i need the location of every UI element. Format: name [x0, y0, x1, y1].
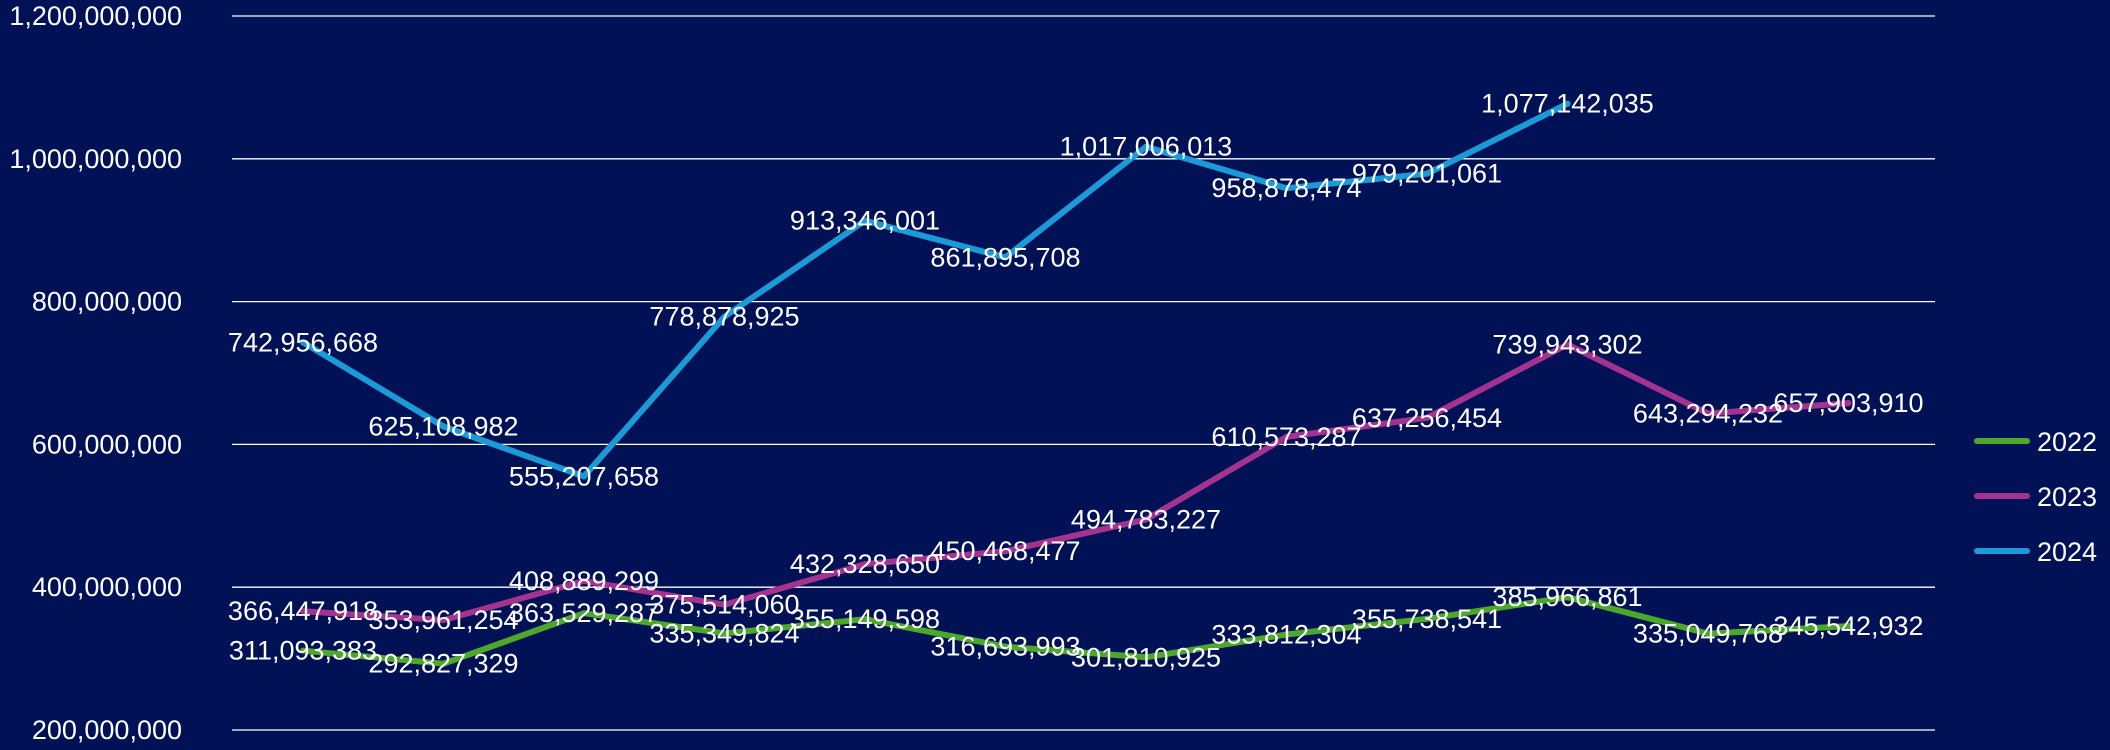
data-point-2024 — [581, 473, 587, 480]
data-point-2023 — [1705, 410, 1711, 417]
data-label-2022: 355,738,541 — [1352, 604, 1502, 634]
data-point-2022 — [721, 630, 728, 637]
series-line-2022 — [300, 594, 1852, 667]
gridlines — [232, 15, 1935, 731]
data-point-2022 — [440, 660, 447, 667]
y-axis-tick-labels: 200,000,000 400,000,000 600,000,000 800,000… — [9, 1, 182, 745]
series-lines — [300, 100, 1852, 667]
data-label-2023: 408,889,299 — [509, 566, 659, 596]
data-label-2022: 316,693,993 — [930, 632, 1080, 662]
legend-label-2022: 2022 — [2037, 427, 2097, 457]
data-label-2023: 739,943,302 — [1492, 329, 1642, 359]
data-label-2024: 555,207,658 — [509, 461, 659, 491]
data-label-2024: 958,878,474 — [1211, 173, 1361, 203]
data-label-2022: 335,049,768 — [1633, 619, 1783, 649]
data-label-2023: 375,514,060 — [649, 590, 799, 620]
data-point-2023 — [1424, 414, 1430, 421]
data-point-2023 — [862, 561, 868, 568]
data-point-2022 — [1424, 615, 1430, 622]
data-label-2024: 913,346,001 — [790, 206, 940, 236]
data-point-2022 — [1143, 654, 1149, 661]
data-label-2023: 637,256,454 — [1352, 403, 1502, 433]
y-tick-label: 1,000,000,000 — [9, 144, 182, 174]
data-label-2022: 345,542,932 — [1773, 611, 1923, 641]
data-label-2022: 301,810,925 — [1071, 642, 1221, 672]
data-point-2022 — [1845, 623, 1852, 630]
data-label-2022: 385,966,861 — [1492, 582, 1642, 612]
data-label-2024: 742,956,668 — [228, 327, 378, 357]
data-point-2023 — [721, 601, 728, 608]
data-label-2024: 778,878,925 — [649, 302, 799, 332]
data-label-2022: 333,812,304 — [1211, 619, 1361, 649]
legend-label-2023: 2023 — [2037, 482, 2097, 512]
legend: 2022 2023 2024 — [1974, 427, 2097, 567]
data-point-2024 — [1002, 254, 1009, 261]
data-point-2024 — [1283, 185, 1290, 192]
series-line-2024 — [300, 100, 1571, 480]
data-point-2024 — [1424, 170, 1430, 177]
data-label-2022: 292,827,329 — [368, 649, 518, 679]
data-label-2023: 494,783,227 — [1071, 505, 1221, 535]
data-label-2024: 1,017,006,013 — [1060, 132, 1233, 162]
y-tick-label: 1,200,000,000 — [9, 1, 182, 31]
data-label-2023: 353,961,254 — [368, 605, 518, 635]
data-label-2022: 311,093,383 — [229, 636, 377, 666]
data-point-2024 — [862, 217, 868, 224]
data-point-2024 — [721, 313, 728, 320]
legend-label-2024: 2024 — [2037, 537, 2097, 567]
data-point-2024 — [1143, 143, 1149, 150]
data-point-2023 — [581, 577, 587, 584]
data-label-2024: 861,895,708 — [930, 242, 1080, 272]
data-point-2022 — [581, 610, 587, 617]
data-label-2022: 335,349,824 — [649, 618, 799, 648]
data-point-2022 — [1564, 594, 1571, 601]
y-tick-label: 400,000,000 — [32, 572, 182, 602]
data-point-2023 — [1143, 516, 1149, 523]
data-point-2024 — [440, 423, 447, 430]
data-label-2023: 432,328,650 — [790, 549, 940, 579]
data-point-2023 — [440, 617, 447, 624]
data-label-2024: 979,201,061 — [1352, 159, 1502, 189]
y-tick-label: 200,000,000 — [32, 715, 182, 745]
data-point-2023 — [1283, 433, 1290, 440]
data-label-2024: 625,108,982 — [368, 411, 518, 441]
series-line-2023 — [300, 341, 1852, 624]
data-label-2023: 610,573,287 — [1211, 422, 1361, 452]
data-point-2022 — [1283, 631, 1290, 638]
y-tick-label: 800,000,000 — [32, 287, 182, 317]
data-point-2022 — [300, 647, 306, 654]
data-label-2022: 363,529,287 — [509, 598, 659, 628]
data-label-2023: 450,468,477 — [930, 536, 1080, 566]
data-label-2022: 355,149,598 — [790, 604, 940, 634]
data-point-2024 — [300, 339, 306, 346]
data-label-2023: 657,903,910 — [1773, 388, 1923, 418]
data-point-2022 — [1002, 643, 1009, 650]
data-point-2022 — [1705, 630, 1711, 637]
data-label-2023: 643,294,232 — [1633, 398, 1783, 428]
data-point-2023 — [1002, 548, 1009, 555]
data-point-2023 — [1564, 341, 1571, 348]
y-tick-label: 600,000,000 — [32, 429, 182, 459]
data-point-2023 — [300, 608, 306, 615]
data-point-2023 — [1845, 400, 1852, 407]
data-point-2022 — [862, 616, 868, 623]
data-point-2024 — [1564, 100, 1571, 107]
data-label-2023: 366,447,918 — [228, 596, 378, 626]
data-label-2024: 1,077,142,035 — [1481, 89, 1654, 119]
